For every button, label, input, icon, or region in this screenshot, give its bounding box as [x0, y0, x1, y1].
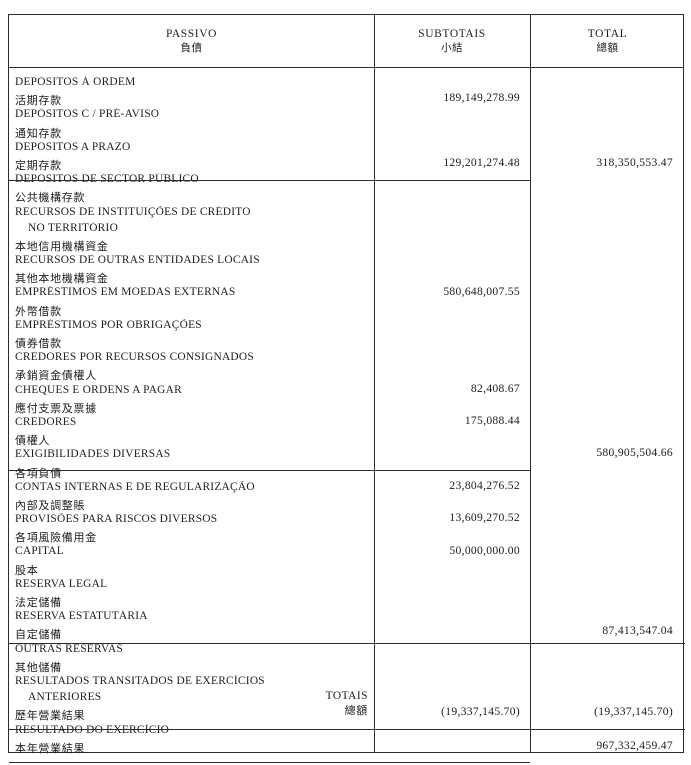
- line-item: CREDORES POR RECURSOS CONSIGNADOS: [15, 351, 254, 364]
- line-item: RECURSOS DE INSTITUIÇÕES DE CRÉDITO: [15, 205, 251, 218]
- line-item-zh: 債權人: [15, 434, 51, 448]
- column-header-total: TOTAL 總額: [530, 15, 685, 67]
- line-item-zh: 本年營業結果: [15, 741, 86, 755]
- column-header-passivo-zh: 負債: [180, 41, 203, 54]
- line-item: CHEQUES E ORDENS A PAGAR: [15, 383, 182, 396]
- line-item-zh: 外幣借款: [15, 304, 62, 318]
- column-header-subtotais-pt: SUBTOTAIS: [418, 28, 486, 41]
- subtotal-amount: 189,149,278.99: [443, 91, 520, 104]
- line-item-zh: 承銷資金債權人: [15, 369, 97, 383]
- line-item-zh: 債券借款: [15, 337, 62, 350]
- line-item: CAPITAL: [15, 545, 64, 558]
- subtotal-amount: 50,000,000.00: [449, 544, 520, 557]
- line-item-zh: 公共機構存款: [15, 191, 86, 205]
- total-column: 318,350,553.47 580,905,504.66 87,413,547…: [530, 67, 685, 752]
- line-item-zh: 本地信用機構資金: [15, 239, 109, 253]
- line-item-zh: 歷年營業結果: [15, 709, 86, 723]
- line-item-zh: 應付支票及票據: [15, 401, 97, 415]
- line-item: CONTAS INTERNAS E DE REGULARIZAÇÃO: [15, 480, 255, 493]
- column-header-total-pt: TOTAL: [587, 28, 628, 41]
- line-item-continuation: ANTERIORES: [28, 691, 102, 704]
- line-item: EMPRÉSTIMOS POR OBRIGAÇÕES: [15, 318, 202, 331]
- subtotal-amount: 82,408.67: [470, 382, 520, 395]
- line-item-zh: 自定儲備: [15, 628, 62, 642]
- column-rule-subtotais: [374, 15, 375, 752]
- liabilities-table: PASSIVO 負債 SUBTOTAIS 小結 TOTAL 總額 DEPÓSIT…: [8, 14, 685, 763]
- totais-top-rule: [9, 729, 685, 730]
- total-amount: 87,413,547.04: [602, 624, 673, 637]
- line-item-zh: 通知存款: [15, 126, 62, 140]
- line-item: DEPÓSITOS A PRAZO: [15, 140, 131, 153]
- column-header-passivo: PASSIVO 負債: [9, 15, 374, 67]
- subtotais-column: 189,149,278.99 129,201,274.48 580,648,00…: [374, 67, 530, 752]
- line-item: RESULTADO DO EXERCÍCIO: [15, 723, 170, 736]
- line-item: DEPÓSITOS À ORDEM: [15, 76, 136, 88]
- line-item-zh: 內部及調整賬: [15, 498, 86, 512]
- section-rule: [9, 470, 530, 471]
- subtotal-amount: (19,337,145.70): [441, 705, 520, 718]
- line-item: OUTRAS RESERVAS: [15, 642, 124, 655]
- line-item: CREDORES: [15, 415, 77, 428]
- line-item-zh: 股本: [15, 563, 39, 577]
- section-rule: [9, 180, 530, 181]
- line-item-column: DEPÓSITOS À ORDEM 活期存款 DEPÓSITOS C / PRÉ…: [9, 67, 374, 755]
- line-item: EXIGIBILIDADES DIVERSAS: [15, 448, 171, 461]
- line-item-zh: 各項負債: [15, 466, 62, 480]
- totais-row-label: TOTAIS 總額: [326, 689, 368, 718]
- subtotal-amount: 580,648,007.55: [443, 285, 520, 298]
- totais-bottom-rule: [9, 762, 530, 763]
- subtotal-amount: 13,609,270.52: [449, 511, 520, 524]
- total-amount: (19,337,145.70): [594, 705, 673, 718]
- line-item-zh: 各項風險備用金: [15, 531, 97, 545]
- totais-label-pt: TOTAIS: [325, 689, 368, 702]
- table-body: DEPÓSITOS À ORDEM 活期存款 DEPÓSITOS C / PRÉ…: [9, 67, 685, 763]
- subtotal-amount: 23,804,276.52: [449, 479, 520, 492]
- section-rule-total: [530, 643, 685, 644]
- line-item: DEPÓSITOS C / PRÉ-AVISO: [15, 108, 160, 121]
- line-item-zh: 定期存款: [15, 158, 62, 172]
- line-item: RECURSOS DE OUTRAS ENTIDADES LOCAIS: [15, 254, 260, 267]
- grand-total-amount: 967,332,459.47: [596, 739, 673, 752]
- column-rule-total: [530, 15, 531, 752]
- section-rule: [9, 643, 530, 644]
- total-amount: 318,350,553.47: [596, 156, 673, 169]
- column-header-subtotais-zh: 小結: [441, 41, 463, 54]
- column-header-passivo-pt: PASSIVO: [165, 28, 218, 41]
- line-item: DEPÓSITOS DE SECTOR PÚBLICO: [15, 173, 199, 186]
- subtotal-amount: 175,088.44: [464, 414, 520, 427]
- subtotal-amount: 129,201,274.48: [443, 156, 520, 169]
- column-header-subtotais: SUBTOTAIS 小結: [374, 15, 530, 67]
- line-item: PROVISÕES PARA RISCOS DIVERSOS: [15, 513, 218, 526]
- line-item: RESERVA LEGAL: [15, 577, 108, 590]
- line-item: RESERVA ESTATUTÁRIA: [15, 610, 148, 623]
- line-item-continuation: NO TERRITÓRIO: [28, 221, 119, 234]
- line-item-zh: 活期存款: [15, 94, 62, 108]
- total-amount: 580,905,504.66: [596, 446, 673, 459]
- header-bottom-rule: [9, 67, 683, 68]
- line-item-zh: 其他本地機構資金: [15, 272, 109, 286]
- line-item-zh: 法定儲備: [15, 596, 62, 609]
- line-item: RESULTADOS TRANSITADOS DE EXERCÍCIOS: [15, 674, 265, 687]
- column-header-total-zh: 總額: [596, 41, 619, 54]
- line-item-zh: 其他儲備: [15, 660, 62, 674]
- line-item: EMPRÉSTIMOS EM MOEDAS EXTERNAS: [15, 286, 236, 299]
- totais-label-zh: 總額: [344, 703, 368, 717]
